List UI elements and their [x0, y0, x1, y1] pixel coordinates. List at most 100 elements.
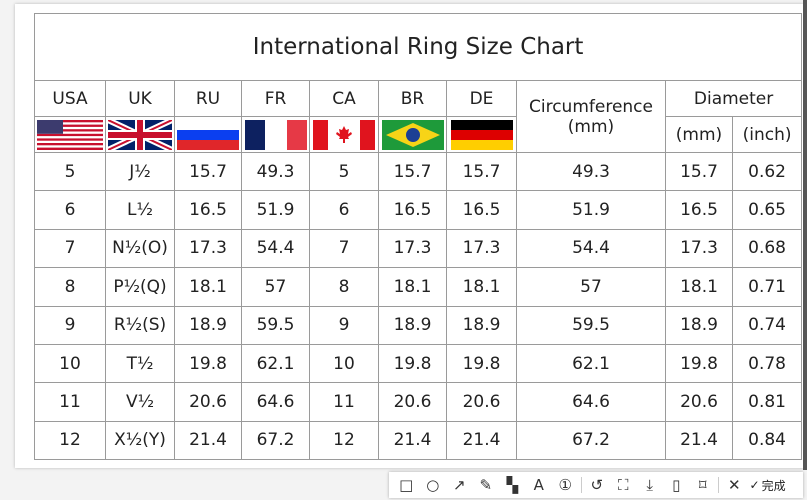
- cell-br: 21.4: [378, 420, 447, 461]
- pin-icon[interactable]: ▯: [672, 476, 681, 494]
- cell-de: 18.9: [446, 305, 517, 345]
- header-diameter-inch: (inch): [731, 116, 803, 153]
- header-circumference: Circumference (mm): [516, 80, 666, 153]
- rectangle-icon[interactable]: □: [399, 476, 414, 494]
- ellipse-icon[interactable]: ○: [426, 476, 440, 494]
- cell-de: 20.6: [446, 382, 517, 422]
- cell-ru: 17.3: [174, 228, 242, 269]
- mosaic-icon[interactable]: ▚: [506, 476, 519, 494]
- cell-de: 15.7: [446, 151, 517, 192]
- header-diameter-mm: (mm): [665, 116, 733, 153]
- cell-ca: 7: [309, 228, 379, 269]
- cell-diameter-mm: 18.1: [665, 267, 733, 307]
- cell-ru: 16.5: [174, 190, 242, 230]
- cell-ca: 12: [309, 420, 379, 461]
- table-row: 7 N½(O) 17.3 54.4 7 17.3 17.3 54.4 17.3 0.68: [34, 228, 803, 269]
- circumference-unit: (mm): [567, 116, 615, 137]
- ocr-icon[interactable]: ⛶: [617, 476, 629, 494]
- download-icon[interactable]: ⤓: [646, 476, 654, 494]
- cell-circumference-mm: 57: [516, 267, 666, 307]
- circumference-label: Circumference: [529, 96, 653, 117]
- header-diameter: Diameter: [664, 80, 803, 117]
- cell-diameter-inch: 0.74: [731, 305, 803, 345]
- cell-ru: 21.4: [174, 420, 242, 461]
- table-row: 12 X½(Y) 21.4 67.2 12 21.4 21.4 67.2 21.4 0.84: [34, 420, 803, 461]
- cell-de: 16.5: [446, 190, 517, 230]
- cell-ca: 11: [309, 382, 379, 422]
- cell-fr: 59.5: [241, 305, 310, 345]
- header-uk: UK: [105, 80, 175, 117]
- header-ru: RU: [174, 80, 242, 117]
- close-icon[interactable]: ✕: [727, 476, 741, 494]
- toolbar-separator: [580, 477, 582, 493]
- uk-flag-icon: [105, 116, 175, 153]
- cell-diameter-mm: 20.6: [665, 382, 733, 422]
- cell-br: 20.6: [378, 382, 447, 422]
- cell-ca: 10: [309, 343, 379, 384]
- cell-ru: 18.1: [174, 267, 242, 307]
- cell-circumference-mm: 49.3: [516, 151, 666, 192]
- header-usa: USA: [34, 80, 106, 117]
- cell-fr: 67.2: [241, 420, 310, 461]
- cell-br: 19.8: [378, 343, 447, 384]
- cell-br: 16.5: [378, 190, 447, 230]
- table-row: 10 T½ 19.8 62.1 10 19.8 19.8 62.1 19.8 0.78: [34, 343, 803, 384]
- text-icon[interactable]: A: [533, 476, 544, 494]
- undo-icon[interactable]: ↺: [590, 476, 604, 494]
- cell-br: 17.3: [378, 228, 447, 269]
- chart-title: International Ring Size Chart: [33, 13, 803, 81]
- scrollbar[interactable]: [803, 0, 807, 470]
- table-row: 11 V½ 20.6 64.6 11 20.6 20.6 64.6 20.6 0.81: [34, 382, 803, 422]
- header-fr: FR: [241, 80, 310, 117]
- russia-flag-icon: [174, 116, 242, 153]
- cell-uk: T½: [105, 343, 175, 384]
- cell-diameter-mm: 17.3: [665, 228, 733, 269]
- arrow-icon[interactable]: ↗: [452, 476, 466, 494]
- cell-diameter-inch: 0.68: [731, 228, 803, 269]
- cell-ru: 18.9: [174, 305, 242, 345]
- cell-de: 18.1: [446, 267, 517, 307]
- cell-br: 18.9: [378, 305, 447, 345]
- cell-diameter-inch: 0.62: [731, 151, 803, 192]
- cell-diameter-mm: 18.9: [665, 305, 733, 345]
- cell-ca: 6: [309, 190, 379, 230]
- ring-size-table: International Ring Size Chart USA UK RU …: [33, 13, 803, 461]
- cell-fr: 62.1: [241, 343, 310, 384]
- table-row: 9 R½(S) 18.9 59.5 9 18.9 18.9 59.5 18.9 0.74: [34, 305, 803, 345]
- cell-br: 18.1: [378, 267, 447, 307]
- cell-diameter-mm: 15.7: [665, 151, 733, 192]
- cell-diameter-inch: 0.78: [731, 343, 803, 384]
- cell-fr: 57: [241, 267, 310, 307]
- cell-ca: 9: [309, 305, 379, 345]
- check-icon: ✓: [749, 478, 760, 492]
- number-icon[interactable]: ①: [558, 476, 572, 494]
- cell-fr: 51.9: [241, 190, 310, 230]
- table-row: 8 P½(Q) 18.1 57 8 18.1 18.1 57 18.1 0.71: [34, 267, 803, 307]
- cell-uk: P½(Q): [105, 267, 175, 307]
- cell-circumference-mm: 51.9: [516, 190, 666, 230]
- cell-usa: 5: [34, 151, 106, 192]
- header-ca: CA: [309, 80, 379, 117]
- toolbar-separator: [718, 477, 719, 493]
- cell-de: 21.4: [446, 420, 517, 461]
- cell-circumference-mm: 59.5: [516, 305, 666, 345]
- done-button[interactable]: ✓ 完成: [750, 477, 786, 494]
- bookmark-icon[interactable]: ⌑: [698, 476, 707, 494]
- cell-usa: 9: [34, 305, 106, 345]
- cell-usa: 8: [34, 267, 106, 307]
- pencil-icon[interactable]: ✎: [479, 476, 493, 494]
- cell-de: 17.3: [446, 228, 517, 269]
- cell-fr: 64.6: [241, 382, 310, 422]
- cell-de: 19.8: [446, 343, 517, 384]
- cell-diameter-inch: 0.65: [731, 190, 803, 230]
- cell-circumference-mm: 62.1: [516, 343, 666, 384]
- france-flag-icon: [241, 116, 310, 153]
- cell-circumference-mm: 67.2: [516, 420, 666, 461]
- table-row: 5 J½ 15.7 49.3 5 15.7 15.7 49.3 15.7 0.62: [34, 151, 803, 192]
- done-label: 完成: [761, 478, 786, 493]
- germany-flag-icon: [446, 116, 517, 153]
- brazil-flag-icon: [378, 116, 447, 153]
- cell-circumference-mm: 54.4: [516, 228, 666, 269]
- cell-diameter-mm: 19.8: [665, 343, 733, 384]
- cell-diameter-mm: 21.4: [665, 420, 733, 461]
